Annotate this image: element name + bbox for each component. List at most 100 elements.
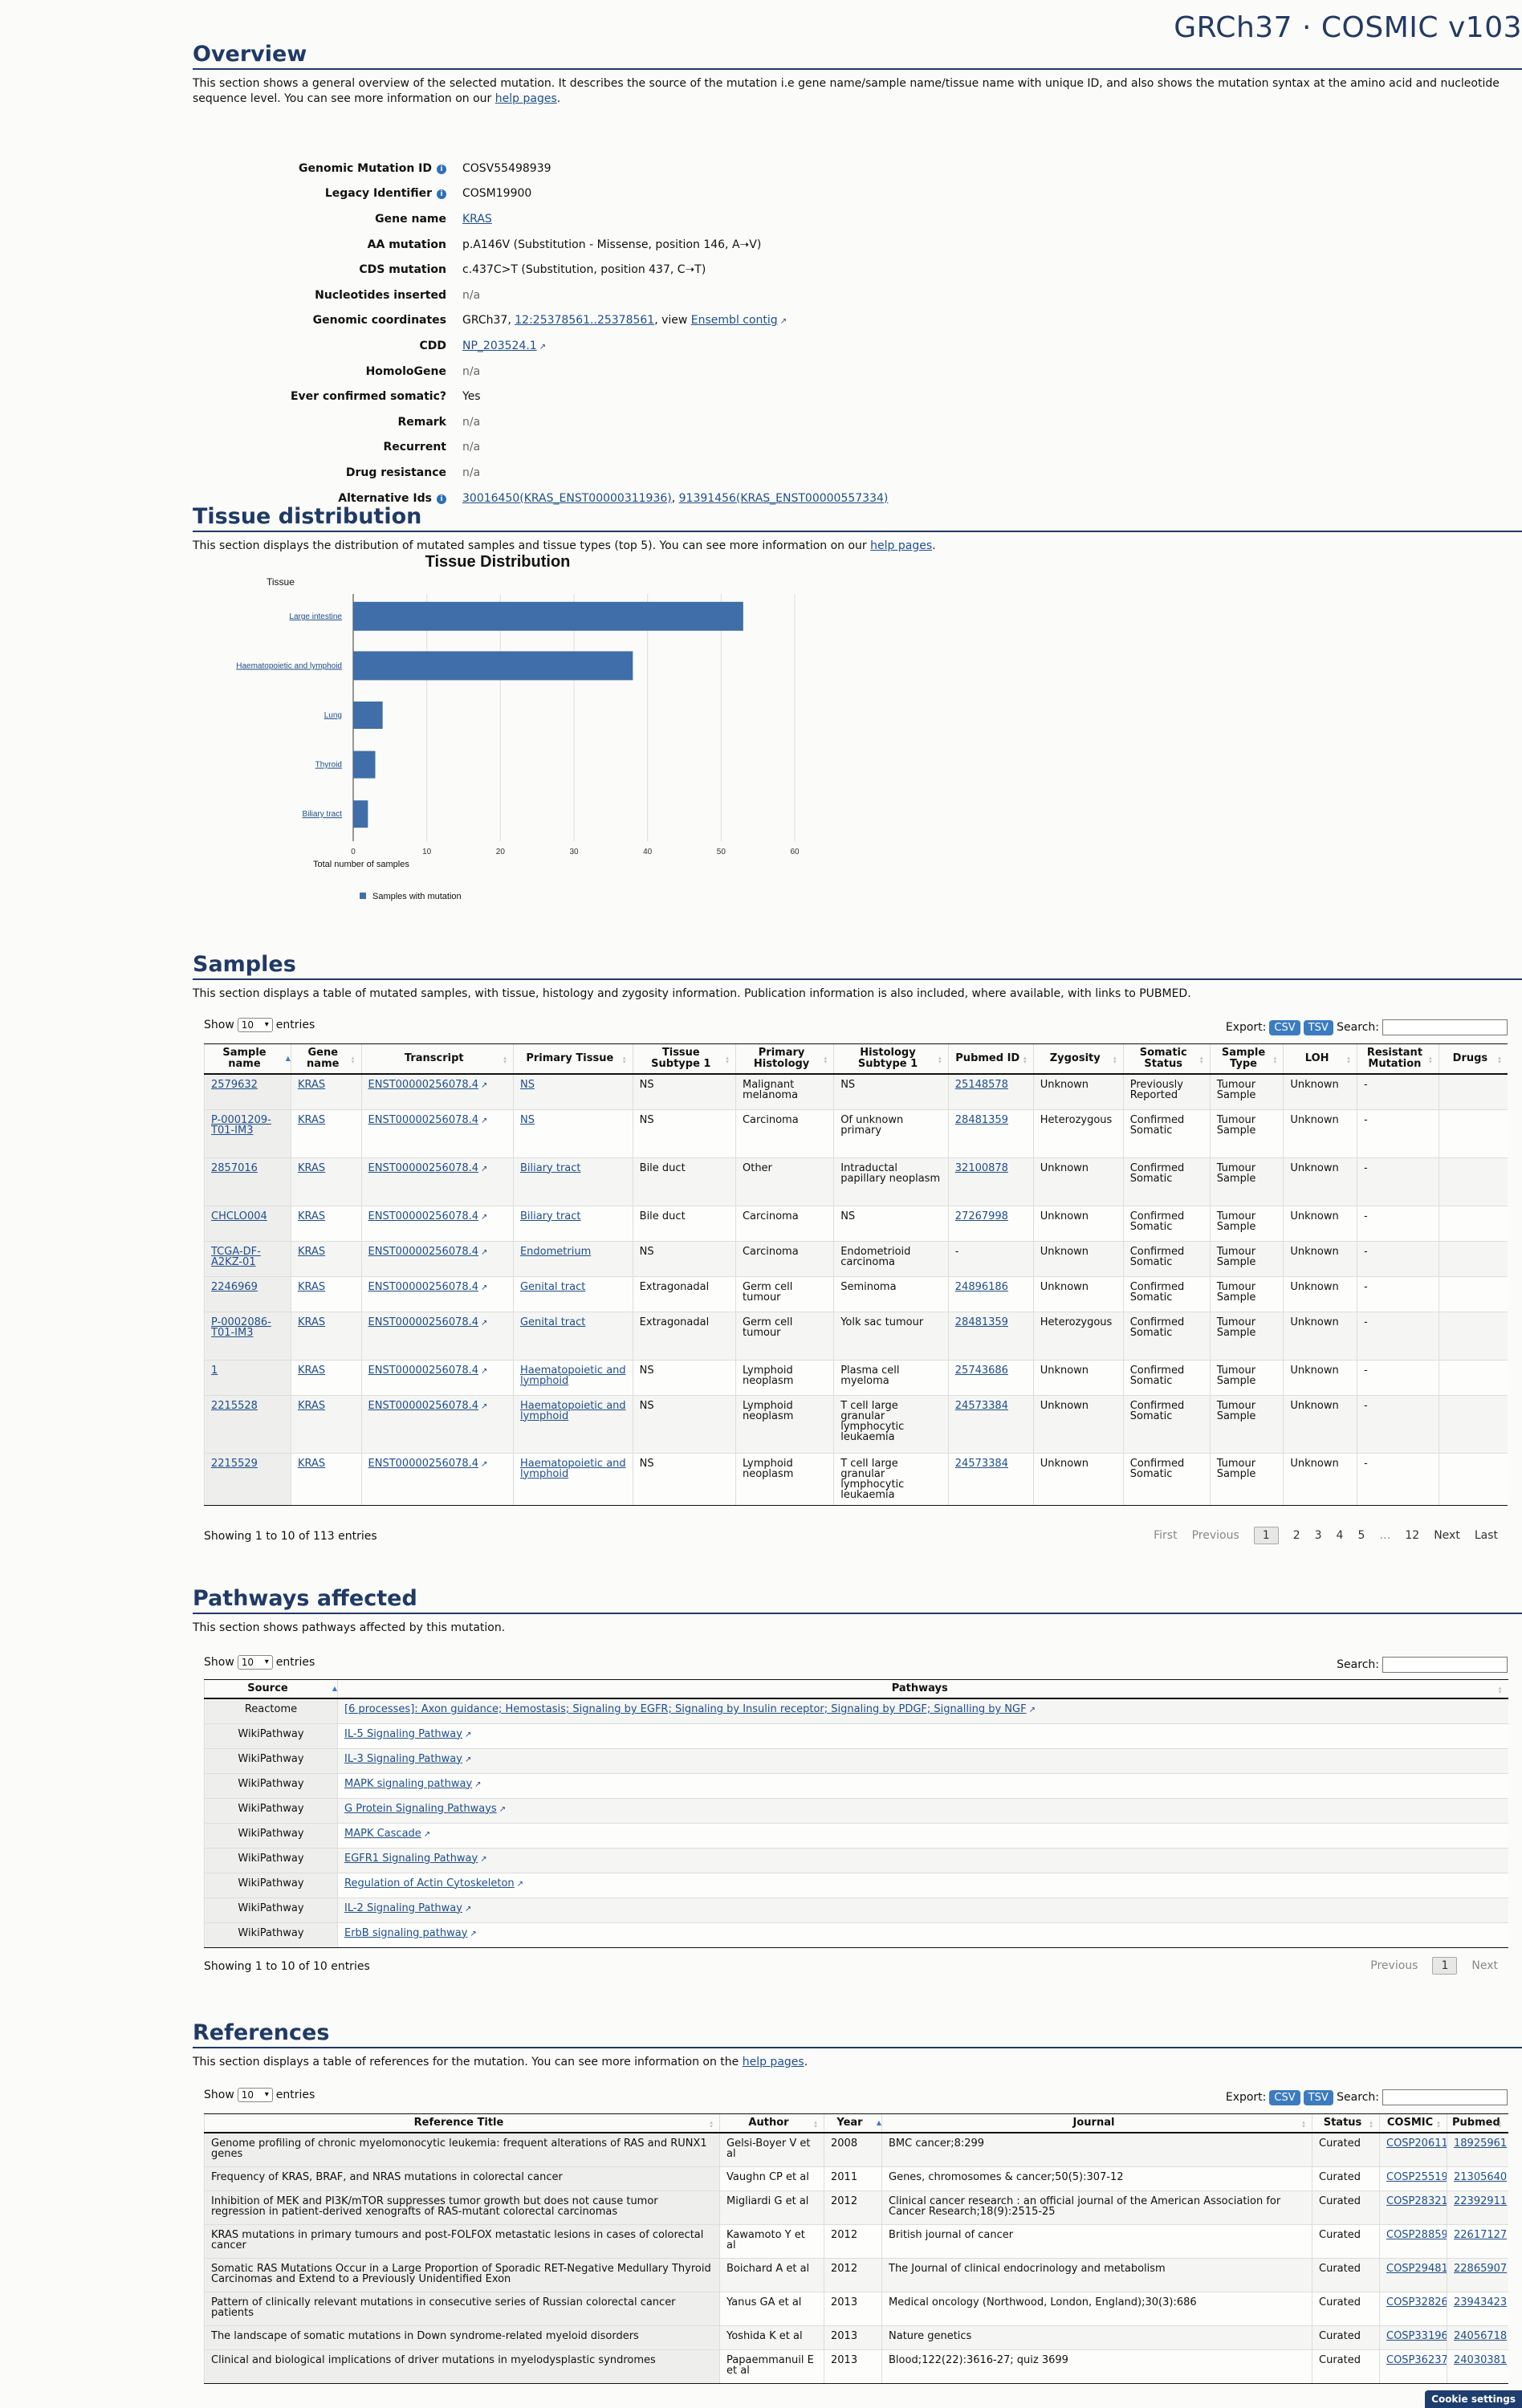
cell-link[interactable]: Genital tract <box>519 1280 586 1293</box>
cell-link[interactable]: ENST00000256078.4 <box>368 1365 488 1377</box>
cell-link[interactable]: KRAS <box>297 1210 326 1222</box>
column-header[interactable]: Pubmed <box>1447 2113 1508 2133</box>
column-header[interactable]: Primary Tissue <box>512 1043 633 1075</box>
cell-link[interactable]: EGFR1 Signaling Pathway <box>344 1853 487 1865</box>
pagination-item[interactable]: 2 <box>1292 1529 1300 1542</box>
cell-link[interactable]: COSP33196 <box>1386 2329 1447 2342</box>
cell-link[interactable]: COSP20611 <box>1386 2138 1447 2150</box>
cell-link[interactable]: 2857016 <box>211 1161 258 1174</box>
cell-link[interactable]: Biliary tract <box>519 1161 581 1174</box>
cell-link[interactable]: COSP28321 <box>1386 2194 1447 2207</box>
pagination-item[interactable]: 4 <box>1336 1529 1344 1542</box>
cell-link[interactable]: 28481359 <box>954 1113 1008 1126</box>
column-header[interactable]: LOH <box>1283 1043 1357 1075</box>
cell-link[interactable]: P-0002086-T01-IM3 <box>211 1316 271 1339</box>
column-header[interactable]: Pubmed ID <box>947 1043 1034 1075</box>
pagination-item[interactable]: Last <box>1474 1529 1498 1542</box>
detail-value-link[interactable]: 30016450(KRAS_ENST00000311936) <box>462 491 672 505</box>
column-header[interactable]: Drugs <box>1438 1043 1508 1075</box>
cell-link[interactable]: Genital tract <box>519 1316 586 1328</box>
pagination-item[interactable]: Next <box>1471 1959 1498 1972</box>
cell-link[interactable]: KRAS <box>297 1399 326 1412</box>
cell-link[interactable]: ENST00000256078.4 <box>368 1079 488 1091</box>
cell-link[interactable]: MAPK Cascade <box>344 1828 430 1840</box>
cell-link[interactable]: 32100878 <box>954 1161 1008 1174</box>
column-header[interactable]: Primary Histology <box>735 1043 834 1075</box>
pagination-item[interactable]: 5 <box>1357 1529 1365 1542</box>
cell-link[interactable]: Regulation of Actin Cytoskeleton <box>344 1877 523 1889</box>
cell-link[interactable]: KRAS <box>297 1113 326 1126</box>
cell-link[interactable]: 25148578 <box>954 1079 1008 1091</box>
info-icon[interactable]: i <box>437 164 446 174</box>
column-header[interactable]: Sample Type <box>1209 1043 1284 1075</box>
pathways-page-size-select[interactable]: 10 <box>237 1655 273 1670</box>
cell-link[interactable]: Haematopoietic and lymphoid <box>519 1457 626 1480</box>
cell-link[interactable]: CHCLO004 <box>211 1210 267 1222</box>
pagination-item[interactable]: 1 <box>1432 1957 1458 1975</box>
cell-link[interactable]: 24573384 <box>954 1399 1008 1412</box>
cell-link[interactable]: 23943423 <box>1454 2296 1508 2308</box>
cell-link[interactable]: KRAS <box>297 1245 326 1258</box>
cell-link[interactable]: COSP32826 <box>1386 2296 1447 2308</box>
cell-link[interactable]: COSP36237 <box>1386 2353 1447 2366</box>
cell-link[interactable]: KRAS <box>297 1079 326 1091</box>
cell-link[interactable]: 22865907 <box>1454 2262 1508 2275</box>
column-header[interactable]: Transcript <box>360 1043 514 1075</box>
cell-link[interactable]: P-0001209-T01-IM3 <box>211 1113 271 1137</box>
cell-link[interactable]: 27267998 <box>954 1210 1008 1222</box>
cell-link[interactable]: 2579632 <box>211 1079 258 1091</box>
pagination-item[interactable]: First <box>1154 1529 1178 1542</box>
cell-link[interactable]: MAPK signaling pathway <box>344 1778 482 1790</box>
column-header[interactable]: Zygosity <box>1032 1043 1124 1075</box>
cell-link[interactable]: 24896186 <box>954 1280 1008 1293</box>
cell-link[interactable]: 18925961 <box>1454 2138 1508 2150</box>
cell-link[interactable]: Biliary tract <box>519 1210 581 1222</box>
cell-link[interactable]: ENST00000256078.4 <box>368 1210 488 1222</box>
detail-value-link[interactable]: Ensembl contig <box>691 314 787 327</box>
references-search-input[interactable] <box>1382 2089 1508 2105</box>
cell-link[interactable]: 2246969 <box>211 1280 258 1293</box>
cell-link[interactable]: 1 <box>211 1364 218 1377</box>
overview-help-link[interactable]: help pages <box>494 92 557 105</box>
pagination-item[interactable]: Previous <box>1370 1959 1418 1972</box>
samples-search-input[interactable] <box>1382 1019 1508 1035</box>
cell-link[interactable]: Haematopoietic and lymphoid <box>519 1399 626 1422</box>
pagination-item[interactable]: 3 <box>1314 1529 1322 1542</box>
info-icon[interactable]: i <box>437 494 446 504</box>
cell-link[interactable]: 24056718 <box>1454 2329 1508 2342</box>
column-header[interactable]: Pathways <box>337 1679 1508 1699</box>
column-header[interactable]: Source <box>204 1679 338 1699</box>
cell-link[interactable]: NS <box>519 1079 535 1091</box>
cell-link[interactable]: TCGA-DF-A2KZ-01 <box>211 1245 261 1268</box>
cell-link[interactable]: KRAS <box>297 1161 326 1174</box>
column-header[interactable]: Histology Subtype 1 <box>833 1043 949 1075</box>
samples-csv-button[interactable]: CSV <box>1269 1020 1300 1035</box>
cell-link[interactable]: IL-3 Signaling Pathway <box>344 1753 471 1765</box>
cell-link[interactable]: ENST00000256078.4 <box>368 1400 488 1412</box>
cell-link[interactable]: ENST00000256078.4 <box>368 1162 488 1174</box>
cell-link[interactable]: NS <box>519 1113 535 1126</box>
references-csv-button[interactable]: CSV <box>1269 2090 1300 2105</box>
info-icon[interactable]: i <box>437 189 446 200</box>
cell-link[interactable]: COSP28859 <box>1386 2228 1447 2241</box>
cell-link[interactable]: KRAS <box>297 1364 326 1377</box>
cell-link[interactable]: ENST00000256078.4 <box>368 1281 488 1293</box>
pagination-item[interactable]: Next <box>1434 1529 1460 1542</box>
cell-link[interactable]: G Protein Signaling Pathways <box>344 1803 506 1815</box>
cell-link[interactable]: 2215529 <box>211 1457 258 1470</box>
cell-link[interactable]: [6 processes]: Axon guidance; Hemostasis… <box>344 1703 1036 1715</box>
column-header[interactable]: Author <box>719 2113 824 2133</box>
column-header[interactable]: Journal <box>881 2113 1312 2133</box>
cell-link[interactable]: KRAS <box>297 1316 326 1328</box>
pagination-item[interactable]: Previous <box>1191 1529 1239 1542</box>
column-header[interactable]: Year <box>824 2113 882 2133</box>
references-tsv-button[interactable]: TSV <box>1303 2090 1333 2105</box>
pagination-item[interactable]: 1 <box>1253 1527 1279 1544</box>
cell-link[interactable]: 2215528 <box>211 1399 258 1412</box>
column-header[interactable]: Somatic Status <box>1122 1043 1211 1075</box>
cell-link[interactable]: Haematopoietic and lymphoid <box>519 1364 626 1387</box>
cell-link[interactable]: IL-2 Signaling Pathway <box>344 1902 471 1914</box>
samples-page-size-select[interactable]: 10 <box>237 1018 273 1032</box>
column-header[interactable]: Gene name <box>290 1043 362 1075</box>
cookie-settings-button[interactable]: Cookie settings <box>1425 2390 1522 2408</box>
